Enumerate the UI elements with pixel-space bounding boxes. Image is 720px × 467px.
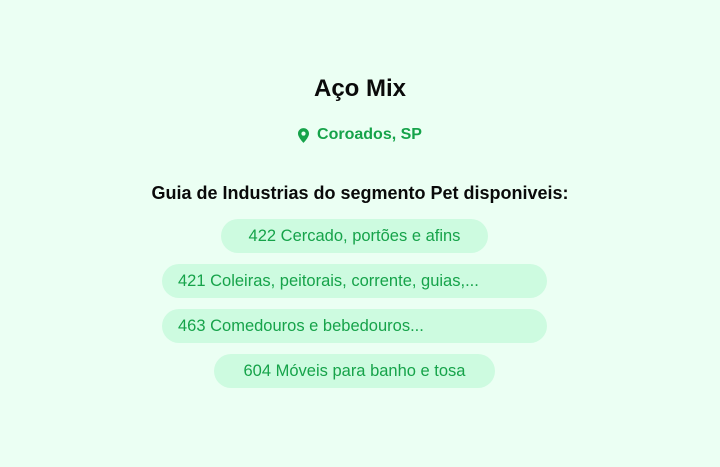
company-location: Coroados, SP bbox=[0, 126, 720, 144]
map-pin-icon bbox=[298, 127, 310, 143]
category-pill[interactable]: 604 Móveis para banho e tosa bbox=[214, 354, 495, 388]
category-pill[interactable]: 463 Comedouros e bebedouros... bbox=[162, 309, 547, 343]
company-name: Aço Mix bbox=[313, 75, 406, 102]
category-pill[interactable]: 422 Cercado, portões e afins bbox=[221, 219, 488, 253]
section-title: Guia de Industrias do segmento Pet dispo… bbox=[151, 183, 569, 203]
category-pill[interactable]: 421 Coleiras, peitorais, corrente, guias… bbox=[162, 264, 547, 298]
location-text: Coroados, SP bbox=[317, 126, 422, 143]
